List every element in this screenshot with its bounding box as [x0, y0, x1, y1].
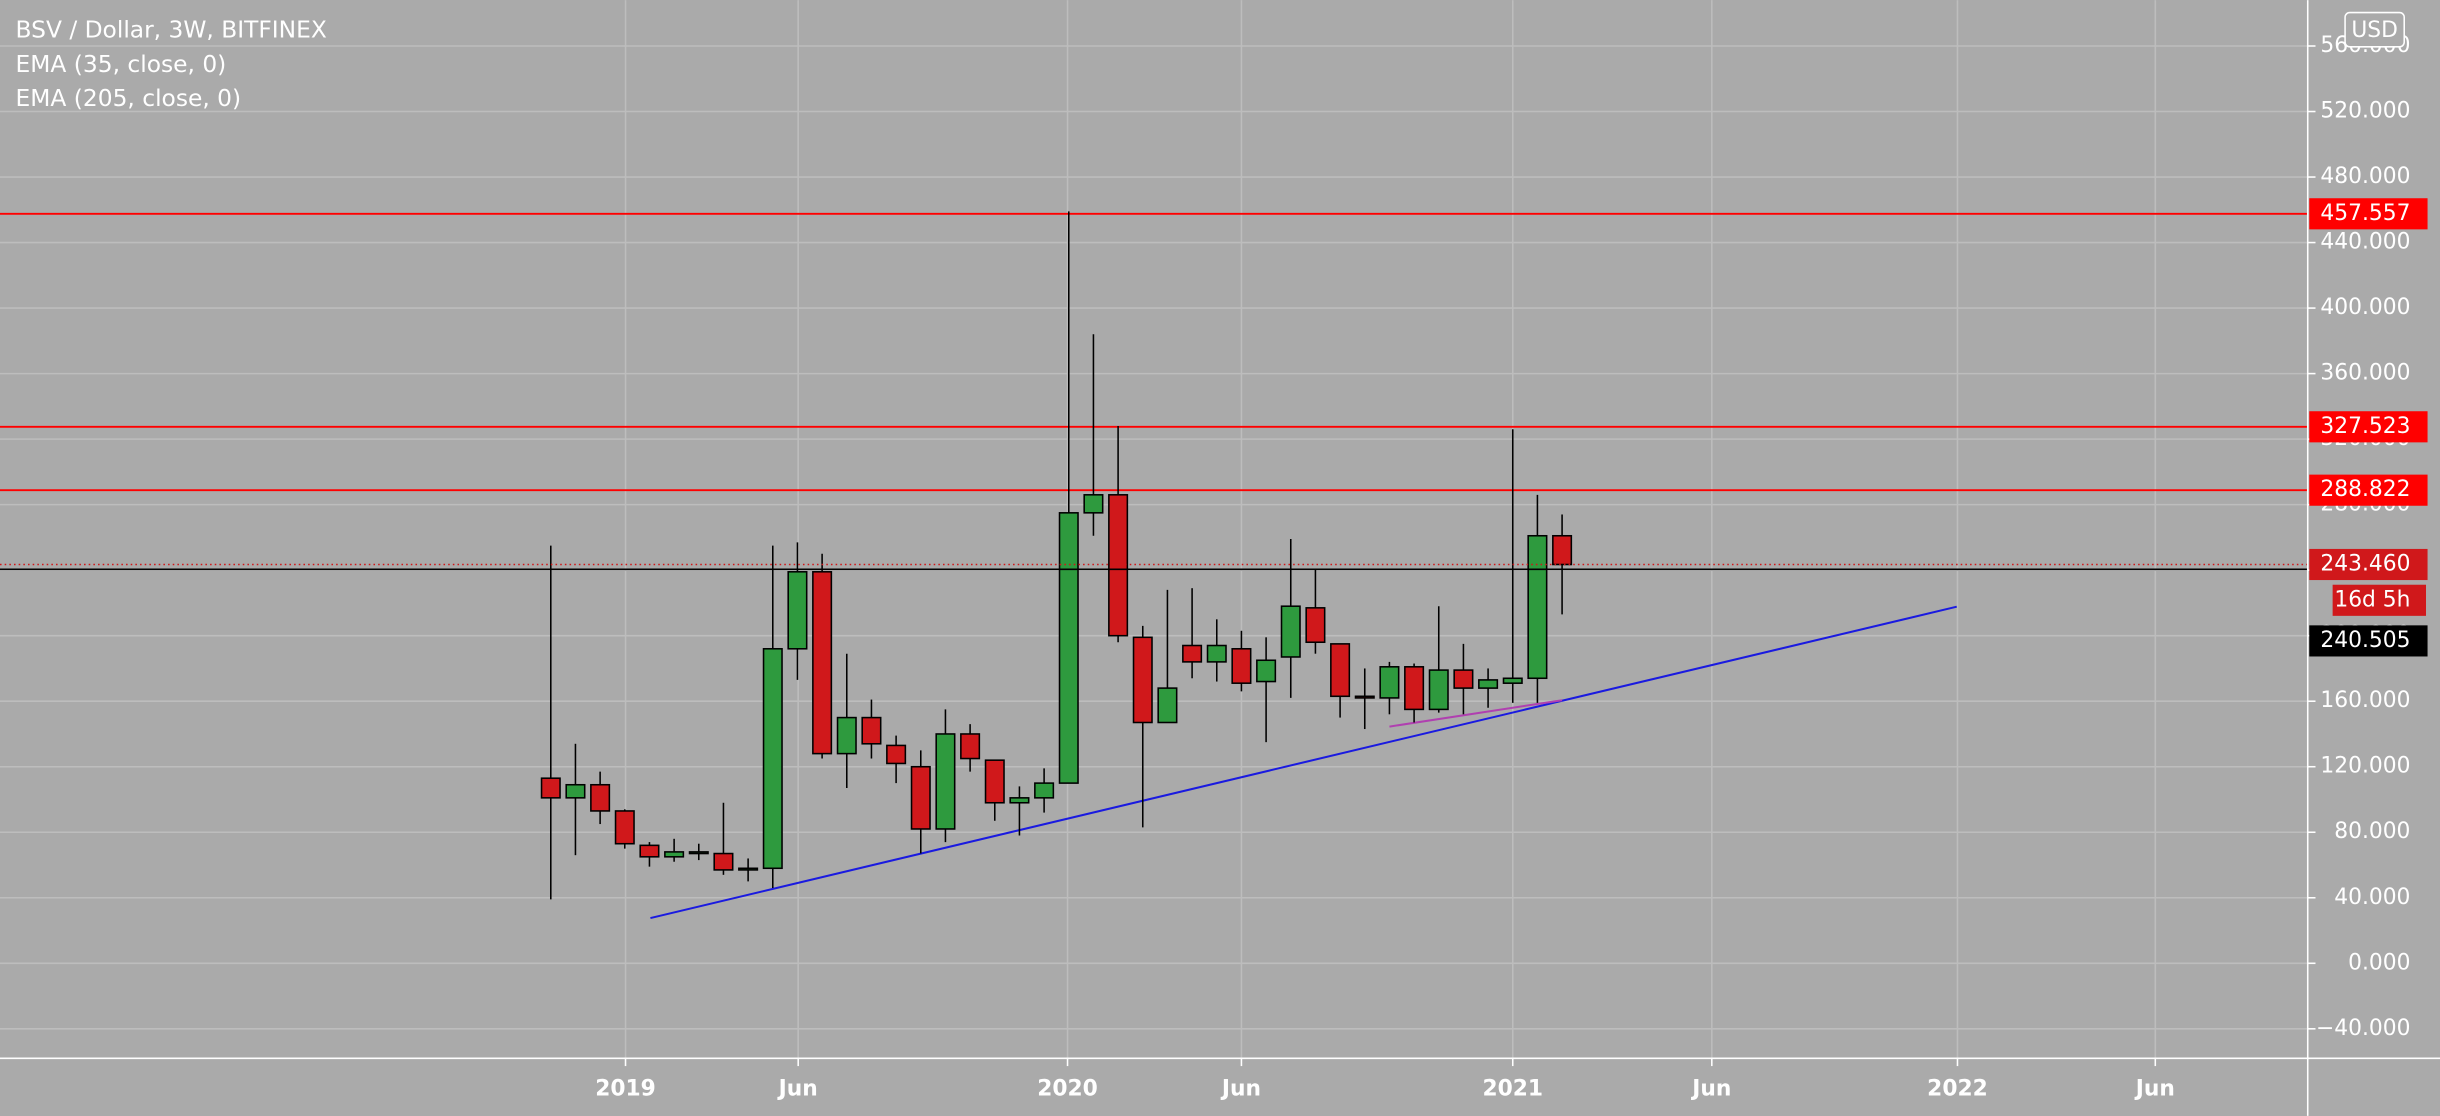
candle-body — [1280, 605, 1301, 658]
candle-body — [1132, 636, 1153, 724]
crosshair-label: 240.505 — [2320, 628, 2410, 653]
candle-body — [1083, 494, 1104, 514]
x-tick-label: 2019 — [595, 1076, 656, 1101]
candle-body — [1379, 666, 1400, 699]
y-tick-label: 40.000 — [2334, 885, 2410, 910]
y-tick-label: 0.000 — [2348, 950, 2410, 975]
candle-body — [1256, 659, 1277, 683]
trendline — [1389, 699, 1563, 728]
candle-body — [1552, 534, 1573, 566]
level-label-box — [2309, 411, 2428, 443]
candle-body — [861, 716, 882, 745]
y-tick-label: 400.000 — [2320, 295, 2410, 320]
level-label-box — [2309, 474, 2428, 506]
candle-body — [1305, 607, 1326, 644]
indicator-label: EMA (205, close, 0) — [16, 84, 242, 112]
y-tick-label: 440.000 — [2320, 230, 2410, 255]
candle-body — [540, 777, 561, 799]
candle-body — [1157, 687, 1178, 724]
x-tick-label: Jun — [1690, 1076, 1731, 1101]
currency-box[interactable] — [2344, 11, 2405, 48]
candle-body — [614, 810, 635, 845]
candle-body — [688, 851, 709, 855]
level-label-box — [2309, 198, 2428, 230]
candle-body — [984, 759, 1005, 804]
candle-body — [565, 783, 586, 799]
last-price-label: 243.460 — [2320, 551, 2410, 576]
candle-body — [910, 765, 931, 830]
level-label: 288.822 — [2320, 477, 2410, 502]
candle-body — [1034, 782, 1055, 799]
candle-body — [1502, 677, 1523, 684]
candle-body — [1182, 644, 1203, 663]
y-tick-label: 360.000 — [2320, 361, 2410, 386]
y-tick-label: 80.000 — [2334, 819, 2410, 844]
trendline — [650, 605, 1957, 920]
candle-body — [812, 571, 833, 755]
candle-body — [1206, 644, 1227, 663]
candle-body — [1404, 666, 1425, 711]
candle-body — [787, 571, 808, 650]
chart-title: BSV / Dollar, 3W, BITFINEX — [16, 16, 327, 44]
y-tick-label: 480.000 — [2320, 164, 2410, 189]
candle-body — [1108, 494, 1129, 637]
y-tick-label: −40.000 — [2316, 1016, 2410, 1041]
candle-body — [1354, 695, 1375, 699]
candle-body — [935, 733, 956, 830]
candle-body — [1478, 679, 1499, 689]
x-tick-label: Jun — [777, 1076, 818, 1101]
y-tick-label: 120.000 — [2320, 754, 2410, 779]
candle-body — [1453, 669, 1474, 689]
crosshair-box — [2309, 625, 2428, 657]
last-price-box — [2309, 548, 2428, 581]
x-tick-label: 2022 — [1927, 1076, 1988, 1101]
countdown-label: 16d 5h — [2334, 587, 2410, 612]
candle-body — [886, 744, 907, 765]
candle-body — [738, 867, 759, 871]
y-tick-label: 520.000 — [2320, 99, 2410, 124]
candle-body — [1330, 643, 1351, 698]
candle-body — [1058, 512, 1079, 784]
level-label: 327.523 — [2320, 414, 2410, 439]
candle-body — [1231, 648, 1252, 684]
candle-body — [713, 852, 734, 871]
candle-body — [762, 648, 783, 870]
x-tick-label: Jun — [2134, 1076, 2175, 1101]
candle-body — [1009, 797, 1030, 804]
candle-body — [1428, 669, 1449, 711]
indicator-label: EMA (35, close, 0) — [16, 50, 227, 78]
candle-body — [836, 716, 857, 755]
y-tick-label: 160.000 — [2320, 688, 2410, 713]
candle-body — [590, 783, 611, 812]
x-tick-label: 2021 — [1482, 1076, 1543, 1101]
candle-body — [639, 844, 660, 858]
level-label: 457.557 — [2320, 201, 2410, 226]
candle-body — [1527, 534, 1548, 680]
x-tick-label: Jun — [1220, 1076, 1261, 1101]
x-tick-label: 2020 — [1037, 1076, 1098, 1101]
countdown-box — [2332, 584, 2426, 616]
currency-label[interactable]: USD — [2351, 18, 2398, 43]
candle-body — [960, 733, 981, 760]
candle-body — [664, 851, 685, 858]
